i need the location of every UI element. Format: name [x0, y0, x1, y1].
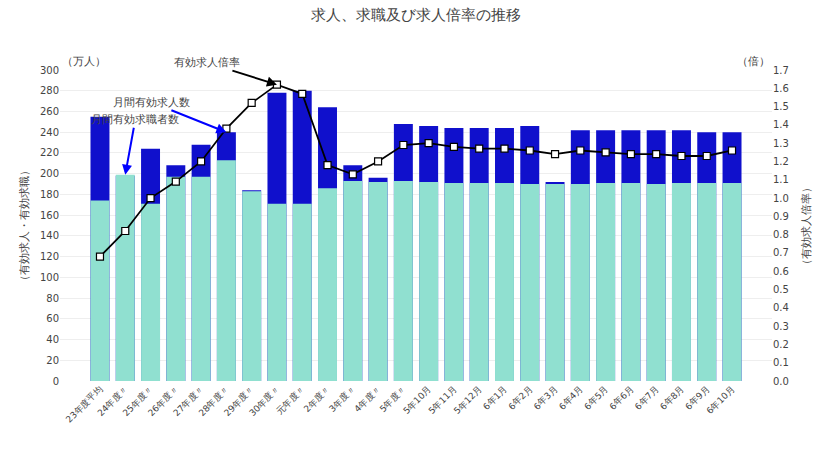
- svg-text:6年2月: 6年2月: [506, 384, 534, 412]
- svg-text:1.3: 1.3: [773, 138, 789, 149]
- svg-text:23年度平均: 23年度平均: [64, 384, 105, 425]
- svg-text:140: 140: [40, 230, 59, 241]
- svg-text:80: 80: [46, 293, 59, 304]
- svg-text:6年9月: 6年9月: [683, 384, 711, 412]
- svg-text:1.1: 1.1: [773, 174, 789, 185]
- svg-text:有効求人倍率: 有効求人倍率: [174, 56, 240, 69]
- svg-text:（万人）: （万人）: [62, 55, 106, 68]
- svg-text:160: 160: [40, 210, 59, 221]
- svg-text:0.6: 0.6: [773, 266, 789, 277]
- svg-text:1.6: 1.6: [773, 83, 789, 94]
- svg-text:240: 240: [40, 127, 59, 138]
- svg-text:1.2: 1.2: [773, 156, 789, 167]
- svg-text:280: 280: [40, 85, 59, 96]
- svg-text:30年度〃: 30年度〃: [247, 384, 281, 418]
- svg-text:40: 40: [46, 334, 59, 345]
- svg-text:0.5: 0.5: [773, 284, 789, 295]
- svg-text:0.4: 0.4: [773, 302, 789, 313]
- svg-text:5年11月: 5年11月: [427, 384, 459, 416]
- svg-text:25年度〃: 25年度〃: [121, 384, 155, 418]
- svg-text:月間有効求人数: 月間有効求人数: [113, 96, 190, 109]
- svg-text:6年7月: 6年7月: [633, 384, 661, 412]
- svg-text:求人、求職及び求人倍率の推移: 求人、求職及び求人倍率の推移: [311, 6, 521, 24]
- svg-text:27年度〃: 27年度〃: [171, 384, 205, 418]
- svg-text:6年4月: 6年4月: [557, 384, 585, 412]
- svg-text:6年5月: 6年5月: [582, 384, 610, 412]
- svg-text:24年度〃: 24年度〃: [96, 384, 130, 418]
- svg-text:0.3: 0.3: [773, 321, 789, 332]
- svg-text:100: 100: [40, 272, 59, 283]
- svg-text:0.7: 0.7: [773, 247, 789, 258]
- svg-text:元年度〃: 元年度〃: [274, 384, 307, 417]
- svg-text:300: 300: [40, 65, 59, 76]
- svg-text:28年度〃: 28年度〃: [197, 384, 231, 418]
- svg-text:6年6月: 6年6月: [608, 384, 636, 412]
- svg-text:1.7: 1.7: [773, 65, 789, 76]
- svg-text:220: 220: [40, 147, 59, 158]
- svg-text:29年度〃: 29年度〃: [222, 384, 256, 418]
- svg-text:1.0: 1.0: [773, 193, 789, 204]
- svg-text:5年12月: 5年12月: [452, 384, 484, 416]
- svg-text:260: 260: [40, 106, 59, 117]
- svg-text:0.0: 0.0: [773, 376, 789, 387]
- svg-text:180: 180: [40, 189, 59, 200]
- svg-text:200: 200: [40, 168, 59, 179]
- svg-text:3年度〃: 3年度〃: [327, 384, 357, 414]
- svg-text:月間有効求職者数: 月間有効求職者数: [91, 113, 179, 126]
- svg-text:4年度〃: 4年度〃: [352, 384, 382, 414]
- svg-text:5年10月: 5年10月: [401, 384, 433, 416]
- svg-text:0.2: 0.2: [773, 339, 789, 350]
- svg-text:5年度〃: 5年度〃: [378, 384, 408, 414]
- svg-text:60: 60: [46, 313, 59, 324]
- svg-text:（有効求人・有効求職）: （有効求人・有効求職）: [18, 165, 31, 286]
- svg-text:（倍）: （倍）: [737, 55, 770, 68]
- svg-text:0.8: 0.8: [773, 229, 789, 240]
- svg-text:0.9: 0.9: [773, 211, 789, 222]
- svg-text:6年1月: 6年1月: [481, 384, 509, 412]
- svg-text:（有効求人倍率）: （有効求人倍率）: [800, 182, 813, 270]
- svg-text:0.1: 0.1: [773, 357, 789, 368]
- svg-text:6年8月: 6年8月: [658, 384, 686, 412]
- svg-text:20: 20: [46, 355, 59, 366]
- svg-text:6年3月: 6年3月: [532, 384, 560, 412]
- svg-text:1.5: 1.5: [773, 101, 789, 112]
- svg-text:0: 0: [53, 376, 59, 387]
- svg-text:26年度〃: 26年度〃: [146, 384, 180, 418]
- svg-text:120: 120: [40, 251, 59, 262]
- svg-text:1.4: 1.4: [773, 119, 789, 130]
- svg-text:2年度〃: 2年度〃: [302, 384, 332, 414]
- svg-text:6年10月: 6年10月: [705, 384, 737, 416]
